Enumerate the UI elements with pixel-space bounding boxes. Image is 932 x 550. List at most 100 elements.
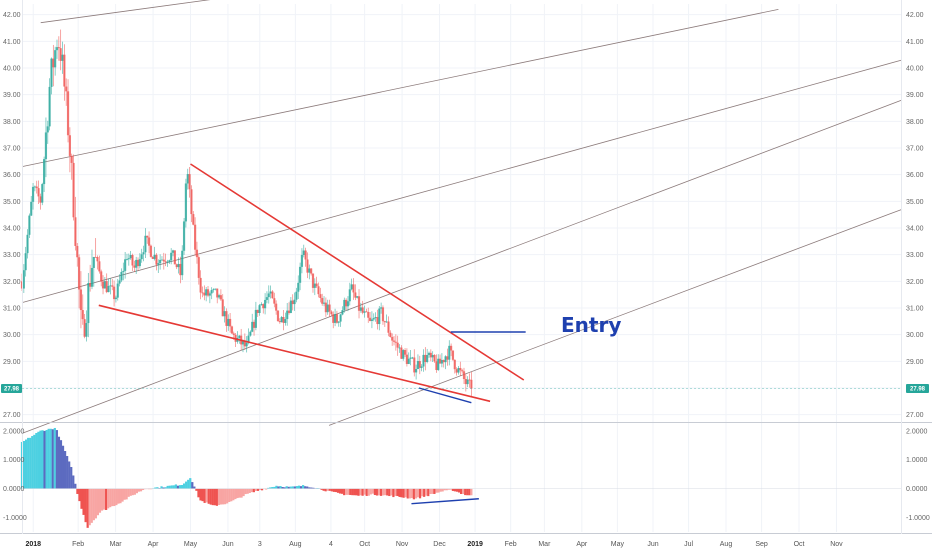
candle-body [297, 282, 300, 292]
candle-body [140, 254, 143, 260]
histogram-bar [189, 478, 192, 489]
histogram-bar [269, 487, 272, 489]
left-indicator-axis[interactable]: 2.0000 1.0000 0.0000 -1.0000 [3, 428, 27, 522]
candle-body [223, 311, 226, 317]
time-axis[interactable]: 2018 Feb Mar Apr May Jun 3 Aug 4 Oct Nov Dec 2019 Feb… [25, 541, 843, 548]
histogram-bar [351, 488, 354, 496]
histogram-bar [367, 488, 370, 496]
histogram-bar [162, 487, 165, 489]
candle-body [74, 217, 77, 246]
candle-body [356, 296, 359, 298]
candle-body [310, 268, 313, 274]
candle-body [76, 245, 79, 258]
histogram-bar [39, 430, 42, 489]
candle-body [278, 321, 281, 323]
candle-body [254, 309, 257, 328]
histogram-bar [127, 488, 130, 497]
price-tick-label-right: 40.00 [906, 66, 924, 73]
candle-body [287, 310, 291, 313]
histogram-bar [334, 488, 338, 493]
time-tick-label: Apr [148, 541, 160, 548]
histogram-bar [285, 486, 288, 489]
indicator-tick-label-right: 2.0000 [906, 428, 928, 435]
indicator-tick-label-right: -1.0000 [906, 515, 930, 522]
histogram-bar [228, 488, 231, 502]
histogram-bar [316, 488, 319, 489]
time-tick-label: Jun [647, 541, 658, 548]
candle-body [302, 250, 305, 255]
candle-body [186, 174, 189, 184]
candle-body [422, 354, 425, 367]
candle-body [214, 288, 217, 290]
price-tick-label-right: 30.00 [906, 332, 924, 339]
candle-body [24, 253, 27, 271]
candle-body [197, 257, 200, 278]
histogram-bar [78, 488, 81, 502]
price-tick-label-left: 37.00 [3, 146, 21, 153]
candle-body [28, 215, 31, 235]
candle-body [308, 268, 311, 273]
candle-body [368, 317, 372, 321]
histogram-bar [326, 488, 329, 491]
histogram-bar [191, 482, 194, 489]
histogram-bar [47, 428, 50, 489]
candle-body [41, 184, 44, 203]
candle-body [173, 250, 176, 265]
candle-body [385, 321, 388, 323]
candle-body [265, 297, 269, 300]
candle-body [324, 302, 327, 313]
candle-body [92, 256, 95, 268]
histogram-bar [340, 488, 344, 494]
price-tick-label-left: 41.00 [3, 39, 21, 46]
candle-body [31, 186, 35, 202]
price-tick-label-left: 36.00 [3, 172, 21, 179]
candle-body [42, 159, 46, 185]
candle-body [65, 86, 68, 92]
candle-body [181, 250, 184, 276]
candle-body [138, 259, 141, 267]
histogram-bar [295, 486, 299, 489]
candle-body [273, 298, 276, 304]
candle-body [380, 307, 383, 309]
candle-body [426, 354, 429, 362]
indicator-tick-label-right: 1.0000 [906, 457, 928, 464]
histogram-bar [31, 436, 34, 489]
price-tag-left-label: 27.98 [4, 387, 20, 393]
histogram-bar [154, 487, 157, 489]
candle-body [335, 314, 339, 323]
candle-body [391, 336, 394, 341]
candle-body [245, 342, 248, 347]
candle-body [462, 371, 466, 380]
candle-body [315, 283, 318, 287]
histogram-bar [217, 488, 221, 506]
candle-body [470, 379, 473, 389]
candle-body [241, 340, 245, 345]
histogram-bar [466, 488, 469, 496]
candle-body [453, 359, 456, 370]
price-candles [20, 29, 473, 397]
candle-body [153, 254, 156, 259]
histogram-bar [221, 488, 225, 505]
channel-line [21, 8, 779, 168]
candle-body [370, 319, 374, 321]
candle-body [50, 58, 53, 87]
histogram-bar [61, 445, 65, 489]
histogram-bar [248, 488, 251, 493]
histogram-bar [219, 488, 223, 505]
histogram-bar [174, 484, 177, 489]
histogram-bar [164, 487, 167, 489]
time-tick-label: Nov [830, 541, 843, 548]
candle-body [418, 361, 421, 368]
histogram-bar [347, 488, 350, 495]
right-price-axis[interactable]: 27.0028.0029.0030.0031.0032.0033.0034.00… [906, 12, 924, 419]
histogram-bar [41, 430, 44, 489]
price-tick-label-right: 33.00 [906, 252, 924, 259]
time-tick-label: 4 [329, 541, 333, 548]
right-indicator-axis[interactable]: 2.0000 1.0000 0.0000 -1.0000 [906, 428, 930, 522]
candle-body [348, 289, 351, 302]
histogram-bar [68, 461, 71, 489]
time-tick-label: Oct [794, 541, 805, 548]
time-tick-label: Jul [684, 541, 693, 548]
histogram-bar [423, 488, 426, 497]
